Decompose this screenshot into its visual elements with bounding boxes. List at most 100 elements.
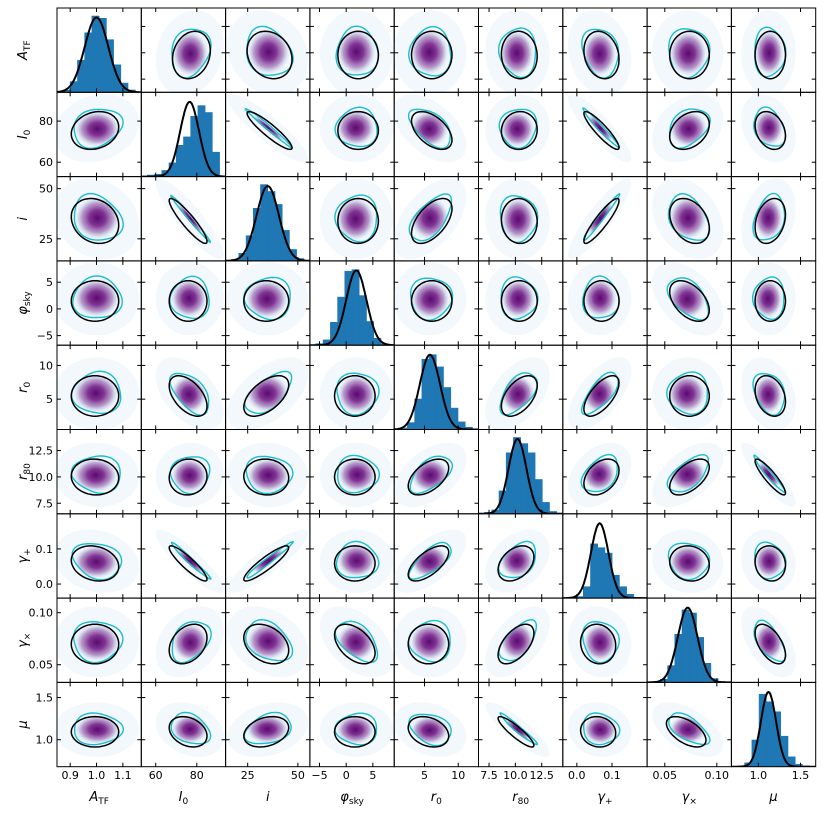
- panel-I_0-vs-gamma_plus: [562, 91, 648, 178]
- y-tick-label: 0.1: [36, 543, 54, 556]
- density-contour: [668, 712, 711, 746]
- x-tick-label: 1.5: [792, 769, 810, 782]
- y-tick-label: 12.5: [29, 445, 54, 458]
- density-blob: [753, 28, 785, 77]
- density-contour: [336, 372, 380, 416]
- density-blob: [668, 714, 708, 745]
- panel-r_80-vs-phi_sky: [309, 429, 395, 515]
- density-blob: [336, 456, 378, 493]
- gaussian-ellipse: [668, 30, 711, 80]
- gaussian-ellipse: [333, 458, 376, 496]
- hist-bar: [91, 15, 100, 93]
- panel-gamma_cross-vs-i: [225, 597, 311, 683]
- hist-bar: [358, 295, 367, 346]
- x-axis-label-r_0: r0: [431, 790, 442, 807]
- panel-r_80-vs-I_0: [140, 429, 227, 515]
- gaussian-ellipse: [665, 715, 707, 748]
- x-axis-label-subscript: +: [605, 797, 613, 807]
- density-blob: [582, 109, 618, 148]
- density-contour: [499, 712, 539, 746]
- density-contour: [580, 371, 619, 416]
- density-contour: [72, 275, 123, 319]
- hist-bar: [443, 387, 452, 430]
- density-contour: [753, 106, 787, 147]
- x-axis-label-subscript: TF: [97, 797, 109, 807]
- panel-content: [562, 522, 648, 599]
- panel-content: [227, 262, 309, 336]
- density-blob: [73, 622, 121, 663]
- panel-mu-vs-r_80: [478, 681, 564, 768]
- panel-content: [652, 10, 724, 93]
- density-blob: [667, 373, 707, 415]
- density-contour: [245, 455, 294, 495]
- density-blob: [246, 543, 292, 579]
- density-blob: [170, 374, 208, 415]
- hist-bar: [751, 739, 760, 767]
- panel-content: [227, 702, 309, 757]
- gaussian-ellipse: [70, 458, 120, 496]
- density-contour: [753, 454, 787, 494]
- y-tick-label: −5: [37, 330, 53, 343]
- panel-r_0-vs-i: [225, 344, 311, 431]
- panel-phi_sky-vs-gamma_plus: [562, 260, 648, 346]
- density-contour: [334, 106, 378, 148]
- panel-content: [394, 353, 479, 430]
- hist-bar: [582, 586, 591, 599]
- density-blob: [499, 110, 536, 148]
- panel-gamma_plus-vs-phi_sky: [309, 513, 395, 599]
- gaussian-ellipse: [333, 715, 376, 748]
- gaussian-ellipse: [243, 458, 290, 496]
- density-blob: [73, 714, 122, 745]
- density-blob: [581, 456, 617, 493]
- gaussian-ellipse: [337, 197, 380, 245]
- density-contour: [171, 621, 212, 664]
- panel-content: [394, 94, 467, 163]
- hist-bar: [407, 422, 415, 430]
- panel-i-vs-i: [225, 176, 311, 262]
- gaussian-ellipse: [754, 279, 787, 323]
- gaussian-ellipse: [668, 110, 711, 151]
- panel-gamma_cross-vs-r_0: [393, 597, 480, 683]
- hist-bar: [597, 547, 606, 599]
- density-blob: [409, 543, 450, 579]
- panel-content: [227, 606, 309, 678]
- density-contour: [581, 28, 620, 79]
- panel-content: [57, 357, 140, 430]
- density-contour: [667, 542, 711, 581]
- density-contour: [581, 275, 620, 319]
- density-contour: [335, 540, 380, 579]
- panel-gamma_plus-vs-A_TF: [56, 513, 142, 599]
- panel-content: [155, 442, 224, 507]
- panel-mu-vs-gamma_cross: [646, 681, 732, 768]
- panel-r_80-vs-mu: [730, 429, 817, 515]
- x-tick-label: 0.10: [705, 769, 730, 782]
- gaussian-ellipse: [754, 30, 787, 80]
- x-tick-label: 1.0: [750, 769, 768, 782]
- panel-phi_sky-vs-mu: [730, 260, 817, 346]
- density-blob: [72, 372, 120, 414]
- panel-content: [652, 702, 724, 757]
- panel-content: [568, 178, 632, 260]
- panel-content: [57, 702, 140, 757]
- panel-content: [227, 94, 309, 163]
- panel-gamma_plus-vs-r_80: [478, 513, 564, 599]
- panel-content: [568, 702, 632, 757]
- panel-content: [57, 15, 142, 93]
- panel-content: [485, 357, 550, 430]
- panel-content: [155, 262, 224, 336]
- gaussian-ellipse: [410, 197, 453, 245]
- density-blob: [336, 374, 378, 415]
- y-tick-label: 60: [39, 156, 53, 169]
- y-tick-label: 1.0: [36, 734, 54, 747]
- y-axis-label-subscript: sky: [23, 291, 33, 307]
- panel-content: [485, 606, 550, 678]
- gaussian-ellipse: [70, 110, 120, 151]
- gaussian-ellipse: [410, 110, 453, 151]
- panel-content: [57, 606, 140, 678]
- panel-content: [478, 437, 563, 514]
- gaussian-ellipse: [668, 197, 711, 245]
- panel-content: [741, 529, 796, 593]
- density-blob: [753, 543, 785, 579]
- gaussian-ellipse: [500, 279, 538, 323]
- gaussian-ellipse: [668, 545, 711, 582]
